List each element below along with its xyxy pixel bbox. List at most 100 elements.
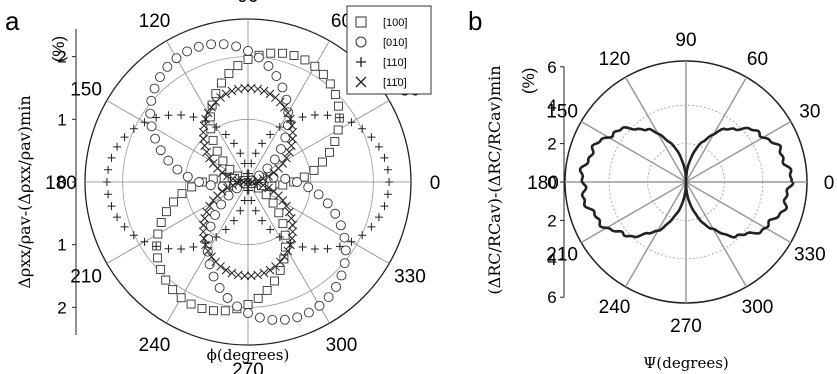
panel-a-point [265, 265, 275, 275]
panel-a-point [152, 242, 161, 251]
panel-a-point [218, 156, 228, 166]
panel-a-point [282, 201, 291, 211]
panel-a-point [270, 276, 279, 286]
panel-a-point [223, 183, 232, 193]
panel-a-point [303, 307, 314, 318]
panel-a-point [239, 177, 248, 187]
panel-a-point [259, 86, 269, 96]
panel-a-point [383, 190, 392, 199]
panel-a-point [203, 246, 213, 256]
panel-a-point [201, 240, 210, 250]
panel-a-point [280, 252, 289, 262]
panel-a-point [286, 214, 296, 223]
panel-a-point [262, 163, 273, 174]
panel-b-angle-label-90: 90 [675, 30, 696, 51]
panel-a-point [113, 213, 122, 222]
panel-a-point [218, 39, 229, 50]
panel-a-point [253, 176, 262, 185]
panel-a-point [335, 242, 344, 251]
panel-a-point [251, 149, 260, 158]
panel-a-point [367, 133, 376, 142]
panel-a-point [210, 210, 220, 220]
panel-a-point [283, 246, 293, 256]
panel-a-angle-label-240: 240 [139, 335, 171, 356]
panel-a-point [258, 139, 267, 148]
panel-a-point [227, 86, 237, 96]
panel-b-radial-tick-2: 2 [547, 135, 556, 154]
panel-a-point [267, 314, 278, 325]
panel-a-point [310, 61, 320, 71]
panel-a-point [330, 137, 340, 146]
panel-a-point [318, 157, 327, 167]
panel-a-point [289, 51, 299, 60]
panel-a-point [145, 108, 156, 119]
panel-a-point [233, 61, 243, 71]
panel-a-point [206, 124, 216, 134]
panel-a-point [279, 314, 290, 325]
panel-a-point [146, 121, 157, 132]
panel-a-point [205, 180, 216, 191]
panel-a-point [228, 174, 238, 184]
panel-a-point [211, 97, 221, 107]
panel-b-angle-label-300: 300 [742, 297, 774, 318]
panel-a-point [202, 207, 212, 217]
panel-a-point [251, 206, 260, 215]
panel-a-angle-label-90: 90 [237, 0, 258, 7]
panel-a-point [205, 221, 216, 232]
panel-a-point [358, 124, 367, 133]
panel-a-point [333, 101, 343, 111]
panel-b-angle-label-270: 270 [670, 316, 702, 337]
panel-a-point [164, 111, 173, 120]
panel-b-angle-label-0: 0 [824, 173, 835, 194]
panel-a-point [171, 53, 182, 64]
panel-a-point [104, 165, 113, 174]
panel-a-point [149, 83, 160, 94]
panel-a-point [113, 142, 122, 151]
panel-a-point [258, 180, 268, 190]
panel-a-point [204, 259, 215, 270]
panel-a-point [207, 252, 216, 262]
panel-a-point [288, 134, 297, 144]
panel-a-point [217, 78, 226, 88]
panel-a-point [186, 299, 196, 309]
panel-a-point [262, 285, 272, 295]
panel-a-point [182, 46, 193, 57]
panel-a-point [266, 225, 275, 234]
panel-a-point [217, 168, 227, 177]
panel-a-point [331, 281, 341, 292]
panel-a-point [155, 145, 166, 156]
panel-a-point [232, 301, 243, 312]
panel-a-point [199, 233, 209, 243]
panel-a-point [240, 159, 249, 168]
panel-a-point [212, 233, 221, 242]
panel-a-point [374, 142, 383, 151]
panel-a-point [216, 199, 227, 210]
panel-a-point [280, 173, 291, 184]
panel-b-radial-tick-5: 4 [547, 250, 556, 269]
legend-marker-cross [355, 76, 367, 88]
panel-a-point [275, 233, 284, 242]
panel-b-angle-label-240: 240 [599, 297, 631, 318]
panel-a-point [380, 202, 389, 211]
panel-a-point [107, 153, 116, 162]
panel-a-angle-label-120: 120 [139, 11, 171, 32]
panel-a-point [223, 190, 234, 201]
panel-a-point [152, 113, 161, 122]
panel-a-point [200, 141, 210, 150]
panel-a-series [102, 39, 394, 325]
panel-a-point [280, 102, 289, 112]
panel-a-point [258, 174, 268, 184]
panel-a-point [169, 197, 178, 207]
panel-a-point [221, 225, 230, 234]
panel-a-point [323, 244, 332, 253]
panel-a-point [336, 270, 347, 281]
panel-a-series-2 [102, 111, 394, 253]
panel-a-point [243, 169, 252, 178]
panel-a-point [236, 149, 245, 158]
panel-a-point [277, 82, 288, 93]
panel-a-point [280, 132, 291, 143]
panel-a-point [339, 258, 350, 269]
panel-a-point [194, 177, 205, 187]
panel-a-point [269, 187, 279, 196]
